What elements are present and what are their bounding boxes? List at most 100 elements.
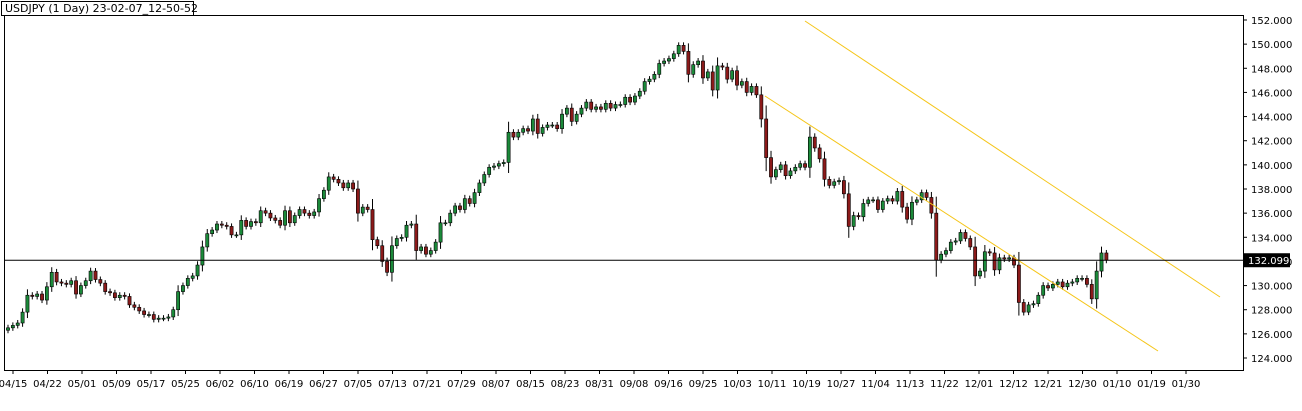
bullish-candle <box>195 264 200 277</box>
bullish-candle <box>234 234 239 237</box>
bullish-candle <box>657 63 662 75</box>
chart-title: USDJPY (1 Day) 23-02-07_12-50-52 <box>5 2 198 15</box>
bearish-candle <box>64 282 69 285</box>
y-tick-label: 140.000 <box>1251 161 1292 172</box>
bearish-candle <box>764 118 769 158</box>
bearish-candle <box>263 210 268 214</box>
x-tick-label: 01/10 <box>1103 379 1132 390</box>
bullish-candle <box>939 253 944 261</box>
bearish-candle <box>628 96 632 103</box>
x-tick-label: 07/13 <box>378 379 407 390</box>
bullish-candle <box>837 180 841 183</box>
bearish-candle <box>569 107 574 122</box>
bearish-candle <box>132 304 137 308</box>
bearish-candle <box>973 246 978 277</box>
bearish-candle <box>817 147 822 160</box>
bullish-candle <box>671 53 676 59</box>
bearish-candle <box>224 224 229 227</box>
x-tick-label: 10/27 <box>827 379 856 390</box>
bullish-candle <box>832 181 837 186</box>
bullish-candle <box>44 286 49 301</box>
bearish-candle <box>589 101 594 110</box>
bearish-candle <box>458 205 462 210</box>
bearish-candle <box>535 118 540 134</box>
bearish-candle <box>890 198 895 202</box>
bullish-candle <box>147 314 151 316</box>
bearish-candle <box>54 271 59 283</box>
x-tick-label: 11/13 <box>896 379 925 390</box>
bullish-candle <box>6 327 10 331</box>
x-tick-label: 04/15 <box>0 379 27 390</box>
x-tick-label: 06/19 <box>275 379 304 390</box>
bearish-candle <box>1002 257 1007 260</box>
x-tick-label: 10/19 <box>792 379 821 390</box>
bearish-candle <box>341 182 346 189</box>
bullish-candle <box>851 215 856 227</box>
bearish-candle <box>356 188 360 214</box>
bullish-candle <box>739 81 744 86</box>
bearish-candle <box>380 245 385 262</box>
bullish-candle <box>574 113 579 122</box>
bullish-candle <box>69 280 74 285</box>
bullish-candle <box>1055 281 1060 285</box>
bullish-candle <box>1007 257 1012 260</box>
bullish-candle <box>652 74 657 80</box>
bullish-candle <box>997 257 1002 271</box>
bullish-candle <box>292 215 297 224</box>
bearish-candle <box>1060 281 1065 288</box>
bullish-candle <box>482 174 487 184</box>
bearish-candle <box>268 212 273 219</box>
bullish-candle <box>79 285 83 295</box>
bullish-candle <box>1051 284 1055 289</box>
bearish-candle <box>759 94 764 120</box>
bearish-candle <box>511 131 516 138</box>
bullish-candle <box>360 206 365 214</box>
bearish-candle <box>842 180 846 195</box>
bearish-candle <box>905 206 910 220</box>
x-tick-label: 10/03 <box>723 379 752 390</box>
bullish-candle <box>117 294 122 298</box>
bullish-candle <box>1070 281 1075 284</box>
bullish-candle <box>249 221 253 227</box>
bullish-candle <box>181 285 185 292</box>
bullish-candle <box>637 90 642 97</box>
bullish-candle <box>297 209 302 216</box>
candles-group <box>6 42 1109 334</box>
y-tick-label: 134.000 <box>1251 233 1292 244</box>
bullish-candle <box>453 205 458 214</box>
bullish-candle <box>472 192 477 204</box>
x-tick-label: 08/15 <box>516 379 545 390</box>
bullish-candle <box>885 198 890 202</box>
bullish-candle <box>662 60 667 64</box>
bearish-candle <box>876 199 880 210</box>
y-tick-label: 150.000 <box>1251 40 1292 51</box>
bullish-candle <box>861 203 866 218</box>
x-tick-label: 01/19 <box>1137 379 1166 390</box>
x-tick-label: 04/22 <box>33 379 62 390</box>
bullish-candle <box>433 241 438 251</box>
bearish-candle <box>1046 285 1050 289</box>
bullish-candle <box>550 124 555 127</box>
bullish-candle <box>793 166 798 172</box>
bullish-candle <box>1094 270 1099 300</box>
x-tick-label: 06/27 <box>309 379 338 390</box>
bullish-candle <box>579 107 584 115</box>
bearish-candle <box>219 223 224 226</box>
bullish-candle <box>462 198 467 210</box>
y-tick-label: 146.000 <box>1251 88 1292 99</box>
y-tick-label: 128.000 <box>1251 306 1292 317</box>
bullish-candle <box>404 224 409 238</box>
bullish-candle <box>171 309 176 318</box>
plot-frame <box>4 15 1244 371</box>
x-tick-label: 07/29 <box>447 379 476 390</box>
bearish-candle <box>127 296 132 306</box>
x-tick-label: 12/01 <box>965 379 994 390</box>
bearish-candle <box>151 314 156 320</box>
bullish-candle <box>487 166 492 175</box>
price-axis: 152.000 150.000 148.000 146.000 144.000 142.0… <box>1243 16 1292 365</box>
bullish-candle <box>594 106 598 110</box>
x-tick-label: 05/01 <box>68 379 97 390</box>
x-tick-label: 05/17 <box>137 379 166 390</box>
bullish-candle <box>545 124 550 128</box>
bullish-candle <box>788 170 793 177</box>
